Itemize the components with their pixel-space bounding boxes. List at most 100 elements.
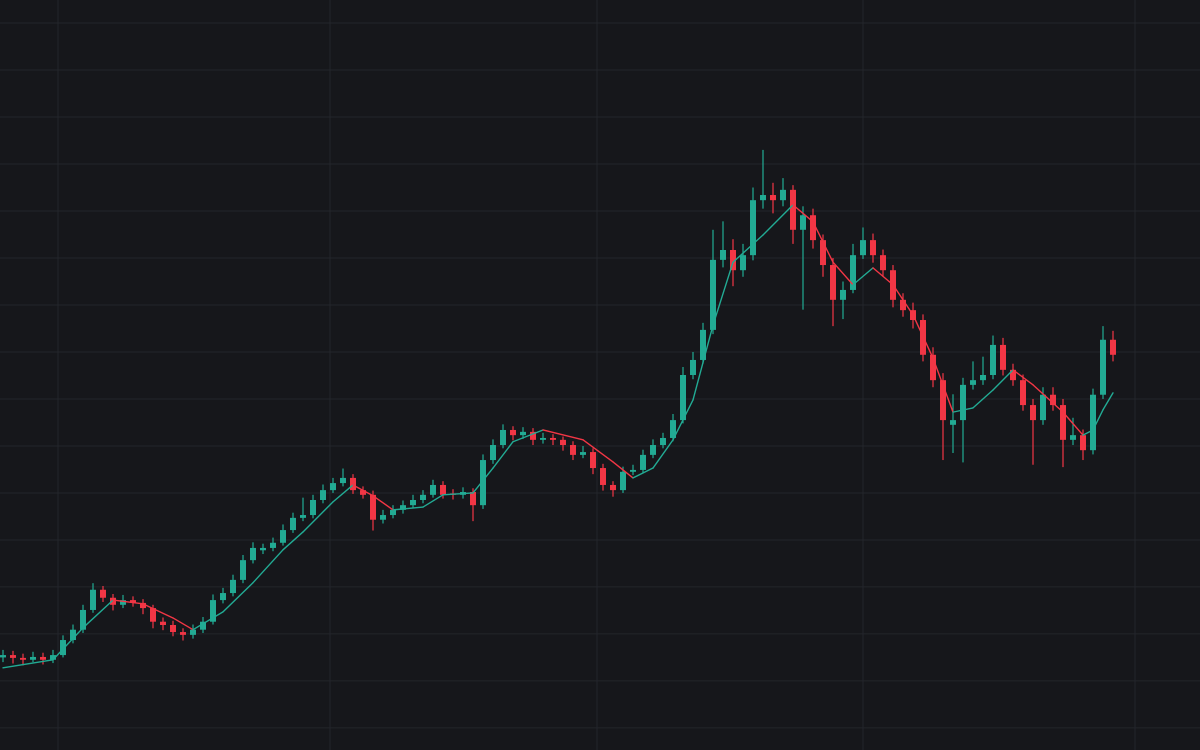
candle-body	[410, 500, 416, 506]
candle-body	[1090, 394, 1096, 451]
candle-body	[1100, 339, 1106, 395]
moving-average-segment	[282, 531, 304, 551]
candle-body	[480, 460, 486, 506]
moving-average-segment	[692, 324, 714, 401]
candle-body	[520, 431, 526, 436]
candle-body	[250, 547, 256, 561]
moving-average-segment	[422, 494, 444, 508]
moving-average-segment	[992, 369, 1014, 391]
candle-body	[510, 429, 516, 436]
candle-body	[1070, 435, 1076, 440]
candle-body	[830, 265, 836, 300]
candle-body	[850, 255, 856, 290]
moving-average-segment	[1032, 384, 1064, 413]
candle-body	[930, 354, 936, 381]
moving-average-segment	[2, 659, 54, 669]
candle-body	[140, 602, 146, 609]
moving-average-segment	[712, 261, 734, 326]
candle-body	[800, 215, 806, 230]
candle-body	[290, 517, 296, 531]
moving-average-segment	[332, 484, 354, 503]
moving-average-segment	[672, 399, 694, 441]
candle-body	[320, 490, 326, 500]
candle-body	[390, 509, 396, 516]
candle-body	[780, 189, 786, 201]
candle-body	[0, 655, 6, 658]
candle-body	[310, 500, 316, 516]
candle-body	[990, 344, 996, 375]
moving-average-segment	[832, 261, 854, 286]
candle-body	[550, 437, 556, 440]
candle-body	[180, 632, 186, 635]
candle-body	[1010, 369, 1016, 381]
candle-body	[150, 608, 156, 622]
moving-average-segment	[52, 627, 84, 661]
candle-body	[760, 195, 766, 201]
candle-body	[270, 542, 276, 548]
candle-body	[160, 621, 166, 625]
candle-body	[560, 439, 566, 446]
moving-average-segment	[792, 204, 814, 223]
candle-body	[20, 657, 26, 660]
moving-average-segment	[652, 439, 674, 469]
candle-body	[660, 437, 666, 446]
candle-body	[170, 625, 176, 633]
candle-body	[730, 250, 736, 271]
moving-average-segment	[1062, 411, 1084, 436]
candle-body	[690, 359, 696, 375]
moving-average-segment	[1012, 369, 1034, 386]
candle-body	[190, 629, 196, 635]
moving-average-segment	[392, 506, 424, 511]
candle-body	[400, 505, 406, 510]
candle-body	[10, 655, 16, 658]
candle-body	[340, 477, 346, 484]
candle-body	[740, 255, 746, 271]
candle-body	[590, 452, 596, 469]
candle-body	[1040, 394, 1046, 421]
candle-body	[700, 329, 706, 360]
candle-body	[230, 579, 236, 594]
moving-average-segment	[172, 617, 194, 631]
moving-average-segment	[372, 495, 394, 511]
candle-body	[280, 530, 286, 543]
candle-body	[750, 200, 756, 256]
moving-average-segment	[472, 467, 494, 494]
candle-body	[810, 215, 816, 241]
candle-body	[870, 240, 876, 256]
candle-body	[540, 437, 546, 440]
candle-body	[950, 420, 956, 425]
moving-average-segment	[852, 267, 874, 286]
moving-average-segment	[492, 441, 514, 469]
candle-body	[1050, 394, 1056, 406]
candle-body	[790, 189, 796, 230]
candle-body	[720, 250, 726, 260]
candle-body	[80, 609, 86, 630]
moving-average-segment	[632, 467, 654, 479]
moving-average-segment	[302, 501, 334, 533]
moving-average-segment	[732, 234, 764, 263]
candle-body	[130, 600, 136, 603]
candle-body	[100, 589, 106, 598]
candle-body	[610, 484, 616, 491]
candle-body	[210, 600, 216, 622]
moving-average-segment	[512, 429, 544, 443]
candle-body	[630, 469, 636, 472]
candle-body	[980, 375, 986, 381]
candle-body	[600, 468, 606, 485]
candle-body	[580, 452, 586, 455]
candle-body	[970, 380, 976, 385]
moving-average-segment	[352, 484, 374, 497]
candle-body	[470, 492, 476, 506]
moving-average-segment	[762, 204, 794, 236]
candle-body	[770, 195, 776, 201]
candle-body	[370, 494, 376, 520]
candle-body	[490, 445, 496, 461]
candle-body	[110, 597, 116, 605]
candle-body	[240, 560, 246, 580]
moving-average-segment	[812, 221, 834, 263]
moving-average-segment	[222, 582, 254, 613]
moving-average-segment	[82, 599, 114, 629]
candle-body	[710, 259, 716, 330]
candle-body	[620, 471, 626, 491]
